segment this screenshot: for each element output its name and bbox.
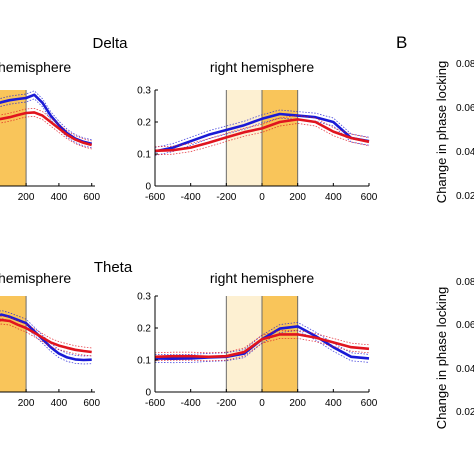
- delta-left-series-red-upper-bound: [0, 107, 92, 142]
- delta-right-x-tick-1: -400: [181, 192, 201, 203]
- theta-left-x-tick-3: 600: [83, 398, 100, 409]
- side-tick-top-3: 0.02: [456, 191, 474, 202]
- delta-left-x-tick-2: 400: [51, 192, 68, 203]
- theta-right-x-tick-3: 0: [259, 398, 265, 409]
- theta-right-window-1: [262, 296, 298, 392]
- panel-letter-b: B: [396, 33, 407, 52]
- delta-right-x-tick-6: 600: [361, 192, 378, 203]
- delta-right-y-tick-0: 0: [145, 182, 151, 193]
- theta-right-series-red-line: [154, 333, 370, 359]
- side-tick-bottom-3: 0.02: [456, 407, 474, 418]
- theta-right-x-tick-1: -400: [181, 398, 201, 409]
- side-tick-top-0: 0.08: [456, 59, 474, 70]
- theta-left-x-tick-1: 200: [18, 398, 35, 409]
- theta-right-y-tick-2: 0.2: [137, 324, 151, 335]
- theta-right-series-red-lower-bound: [154, 338, 370, 362]
- delta-right-series-blue-upper-bound: [154, 109, 370, 148]
- theta-right-series-red-upper-bound: [154, 330, 370, 354]
- theta-right-subtitle: right hemisphere: [210, 270, 314, 286]
- delta-right-x-tick-3: 0: [259, 192, 265, 203]
- theta-left-window-0: [0, 296, 27, 392]
- delta-left-x-tick-3: 600: [83, 192, 100, 203]
- theta-left-series-blue-upper-bound: [0, 310, 92, 357]
- delta-left-window-0: [0, 90, 27, 186]
- delta-right-plot: -600 -400 -200 0 200 400 600 0 0.1 0.2 0.3: [137, 86, 378, 204]
- delta-left-x-tick-1: 200: [18, 192, 35, 203]
- theta-right-x-tick-0: -600: [145, 398, 165, 409]
- side-ylabel-top: Change in phase locking: [434, 61, 449, 203]
- delta-left-subtitle: hemisphere: [0, 59, 71, 75]
- delta-right-window-1: [262, 90, 298, 186]
- delta-right-series-blue-lower-bound: [154, 117, 370, 156]
- delta-left-series-red-lower-bound: [0, 115, 92, 150]
- delta-band-title: Delta: [92, 35, 128, 52]
- delta-right-x-tick-4: 200: [289, 192, 306, 203]
- delta-right-x-tick-5: 400: [325, 192, 342, 203]
- theta-band-title: Theta: [94, 259, 133, 276]
- theta-left-x-tick-2: 400: [51, 398, 68, 409]
- theta-left-series-red-line: [0, 318, 92, 354]
- delta-right-y-tick-2: 0.2: [137, 118, 151, 129]
- theta-right-x-tick-6: 600: [361, 398, 378, 409]
- delta-right-series-red-line: [154, 118, 370, 153]
- side-tick-top-1: 0.06: [456, 103, 474, 114]
- side-tick-bottom-1: 0.06: [456, 320, 474, 331]
- delta-right-x-tick-2: -200: [216, 192, 236, 203]
- delta-right-subtitle: right hemisphere: [210, 59, 314, 75]
- delta-left-series-blue-upper-bound: [0, 90, 92, 141]
- theta-right-y-tick-0: 0: [145, 388, 151, 399]
- side-tick-bottom-0: 0.08: [456, 277, 474, 288]
- delta-right-y-tick-3: 0.3: [137, 86, 151, 97]
- delta-left-series-red-line: [0, 111, 93, 147]
- delta-left-series-blue-lower-bound: [0, 98, 92, 149]
- side-tick-bottom-2: 0.04: [456, 364, 474, 375]
- delta-right-series-blue-line: [154, 112, 370, 153]
- theta-right-y-tick-1: 0.1: [137, 356, 151, 367]
- theta-right-x-tick-4: 200: [289, 398, 306, 409]
- theta-right-plot: -600 -400 -200 0 200 400 600 0 0.1 0.2 0.3: [137, 292, 378, 410]
- delta-right-y-tick-1: 0.1: [137, 150, 151, 161]
- theta-right-y-tick-3: 0.3: [137, 292, 151, 303]
- delta-right-window-0: [226, 90, 262, 186]
- side-ylabel-bottom: Change in phase locking: [434, 287, 449, 429]
- theta-left-subtitle: hemisphere: [0, 270, 71, 286]
- theta-right-x-tick-5: 400: [325, 398, 342, 409]
- delta-right-x-tick-0: -600: [145, 192, 165, 203]
- side-tick-top-2: 0.04: [456, 147, 474, 158]
- theta-right-x-tick-2: -200: [216, 398, 236, 409]
